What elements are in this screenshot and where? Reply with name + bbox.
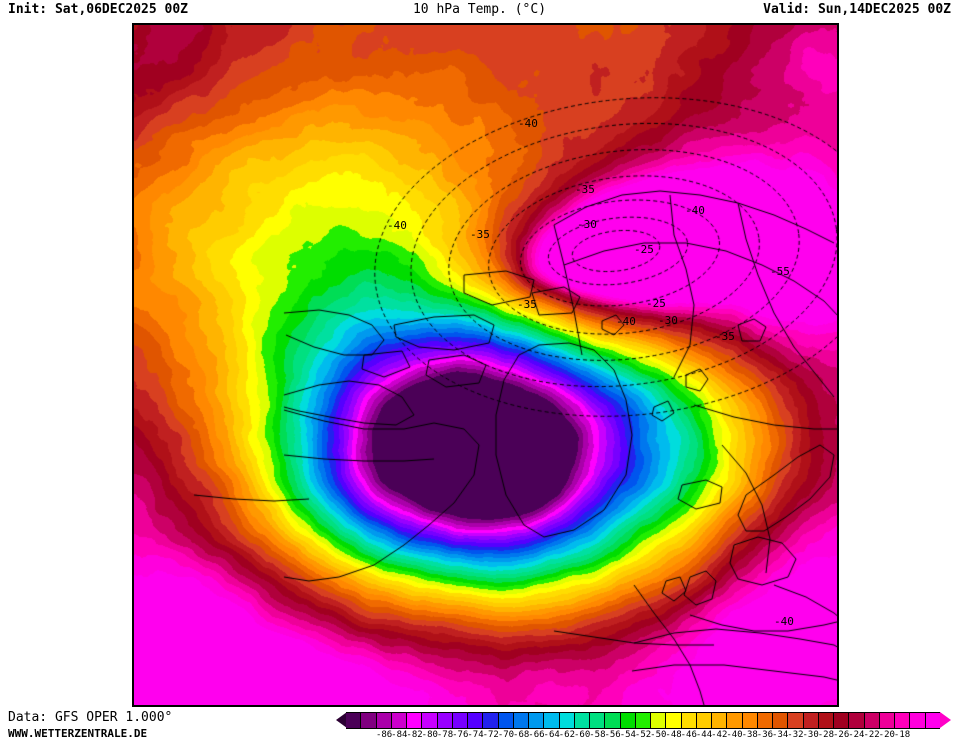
- colorbar-swatch: [544, 713, 560, 728]
- colorbar-tick: [925, 729, 940, 741]
- colorbar-swatch: [498, 713, 514, 728]
- colorbar-swatch: [696, 713, 712, 728]
- footer-bar: Data: GFS OPER 1.000° WWW.WETTERZENTRALE…: [0, 707, 959, 741]
- colorbar-tick: [361, 729, 376, 741]
- colorbar-tick: -22: [863, 730, 880, 740]
- init-time-label: Init: Sat,06DEC2025 00Z: [8, 2, 189, 17]
- colorbar-swatch: [376, 713, 392, 728]
- colorbar-swatch: [605, 713, 621, 728]
- colorbar-high-arrow-icon: [940, 712, 951, 728]
- colorbar-tick: -60: [573, 730, 591, 740]
- colorbar-swatch: [559, 713, 575, 728]
- colorbar-tick: -40: [726, 730, 743, 740]
- colorbar-swatch: [529, 713, 545, 728]
- temperature-heatmap-canvas[interactable]: [134, 25, 837, 705]
- colorbar-tick: -64: [543, 730, 560, 740]
- colorbar-swatch: [727, 713, 743, 728]
- colorbar-swatch: [513, 713, 529, 728]
- header-bar: Init: Sat,06DEC2025 00Z 10 hPa Temp. (°C…: [0, 0, 959, 21]
- colorbar-tick: -24: [848, 730, 865, 740]
- colorbar-tick: [346, 729, 361, 741]
- colorbar-tick: -72: [482, 730, 499, 740]
- colorbar-swatch: [651, 713, 667, 728]
- colorbar-tick: -52: [634, 730, 652, 740]
- colorbar-tick: -20: [878, 730, 895, 740]
- colorbar-swatch: [635, 713, 651, 728]
- colorbar-swatch: [437, 713, 453, 728]
- colorbar-swatch: [361, 713, 377, 728]
- colorbar-swatch: [681, 713, 697, 728]
- colorbar-tick: -78: [436, 730, 454, 740]
- colorbar-swatch: [864, 713, 880, 728]
- colorbar-swatch: [773, 713, 789, 728]
- colorbar-tick: -26: [832, 730, 850, 740]
- map-frame[interactable]: -40 -35 -40 -35 -30 -40 -25 -55 -35 -25 -40 -30 -35-…: [132, 23, 839, 707]
- colorbar-swatch: [834, 713, 850, 728]
- colorbar-swatch: [910, 713, 926, 728]
- temperature-colorbar: -86 -84 -82 -80 -78 -76 -74 -72 -70 -68 -66 -64 -62-…: [336, 712, 951, 741]
- colorbar-tick: -18: [893, 730, 911, 740]
- colorbar-tick: [910, 729, 925, 741]
- page-title: 10 hPa Temp. (°C): [412, 2, 547, 17]
- colorbar-swatch: [803, 713, 819, 728]
- website-url-label: WWW.WETTERZENTRALE.DE: [8, 727, 148, 740]
- colorbar-swatch: [346, 713, 362, 728]
- colorbar-tick: -46: [680, 730, 697, 740]
- colorbar-swatch: [391, 713, 407, 728]
- colorbar-swatch: [590, 713, 606, 728]
- colorbar-tick: -32: [787, 730, 804, 740]
- colorbar-tick: -56: [604, 730, 621, 740]
- colorbar-swatch: [407, 713, 423, 728]
- colorbar-tick: -30: [802, 730, 819, 740]
- colorbar-tick: -84: [391, 730, 408, 740]
- colorbar-tick: -44: [695, 730, 713, 740]
- colorbar-low-arrow-icon: [336, 712, 347, 728]
- colorbar-swatch: [574, 713, 590, 728]
- colorbar-tick: -80: [421, 730, 438, 740]
- colorbar-tick: -66: [528, 730, 545, 740]
- colorbar-tick: -50: [650, 730, 667, 740]
- colorbar-tick: -86: [375, 730, 393, 740]
- colorbar-swatch: [895, 713, 911, 728]
- colorbar-swatch: [788, 713, 804, 728]
- colorbar-tick: -38: [741, 730, 758, 740]
- colorbar-tick: -54: [619, 730, 636, 740]
- colorbar-swatch: [452, 713, 468, 728]
- colorbar-tick: -70: [497, 730, 515, 740]
- colorbar-swatch: [757, 713, 773, 728]
- colorbar-swatch: [620, 713, 636, 728]
- colorbar-tick: -42: [711, 730, 728, 740]
- valid-time-label: Valid: Sun,14DEC2025 00Z: [763, 2, 951, 17]
- colorbar-swatch: [818, 713, 834, 728]
- colorbar-tick-labels: -86 -84 -82 -80 -78 -76 -74 -72 -70 -68 -66 -64 -62-…: [346, 729, 940, 741]
- colorbar-swatch: [849, 713, 865, 728]
- colorbar-swatch: [422, 713, 438, 728]
- colorbar-swatch: [925, 713, 940, 728]
- colorbar-tick: -36: [756, 730, 774, 740]
- colorbar-tick: -82: [406, 730, 423, 740]
- colorbar-tick: -34: [772, 730, 789, 740]
- colorbar-tick: -62: [558, 730, 576, 740]
- colorbar-tick: -28: [817, 730, 835, 740]
- colorbar-swatch: [483, 713, 499, 728]
- colorbar-color-strip: [346, 712, 940, 729]
- colorbar-tick: -68: [513, 730, 530, 740]
- colorbar-tick: -74: [467, 730, 484, 740]
- colorbar-tick: -76: [452, 730, 469, 740]
- colorbar-swatch: [666, 713, 682, 728]
- colorbar-tick: -58: [589, 730, 606, 740]
- data-source-label: Data: GFS OPER 1.000°: [8, 710, 173, 725]
- colorbar-swatch: [742, 713, 758, 728]
- colorbar-tick: -48: [665, 730, 682, 740]
- colorbar-swatch: [712, 713, 728, 728]
- colorbar-swatch: [468, 713, 484, 728]
- colorbar-swatch: [879, 713, 895, 728]
